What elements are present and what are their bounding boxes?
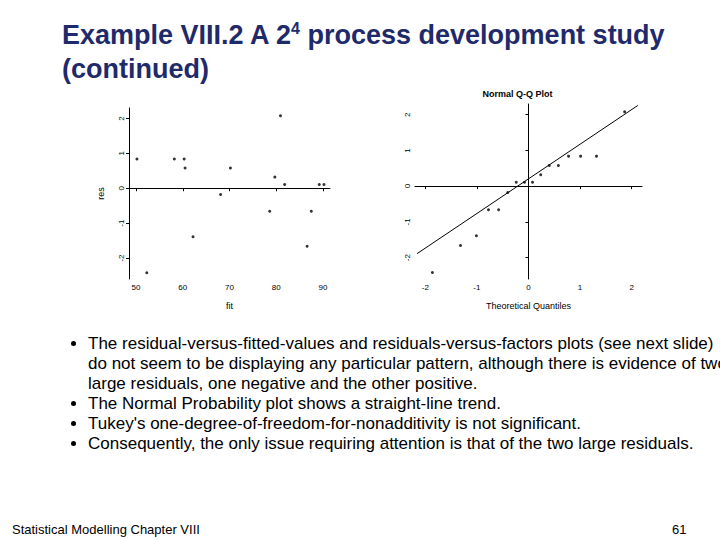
svg-text:1: 1 bbox=[117, 151, 126, 156]
svg-text:0: 0 bbox=[403, 183, 412, 188]
svg-text:0: 0 bbox=[526, 283, 531, 292]
svg-text:70: 70 bbox=[225, 283, 234, 292]
svg-text:fit: fit bbox=[226, 301, 234, 311]
svg-text:1: 1 bbox=[578, 283, 583, 292]
html-text:Consequently, the only issue r: Consequently, the only issue requiring a… bbox=[88, 434, 694, 453]
svg-text:-1: -1 bbox=[473, 283, 481, 292]
svg-text:2: 2 bbox=[403, 112, 412, 117]
svg-text:-1: -1 bbox=[117, 219, 126, 227]
svg-text:90: 90 bbox=[319, 283, 328, 292]
svg-text:res: res bbox=[96, 187, 106, 200]
html-text:Statistical Modelling Chapter: Statistical Modelling Chapter VIII bbox=[12, 522, 200, 537]
svg-text:Normal Q-Q Plot: Normal Q-Q Plot bbox=[482, 89, 552, 99]
html-text:The Normal Probability plot sh: The Normal Probability plot shows a stra… bbox=[88, 394, 501, 413]
svg-text:50: 50 bbox=[132, 283, 141, 292]
html-text:Tukey's one-degree-of-freedom-: Tukey's one-degree-of-freedom-for-nonadd… bbox=[88, 414, 581, 433]
svg-text:0: 0 bbox=[117, 185, 126, 190]
svg-text:-2: -2 bbox=[403, 253, 412, 261]
svg-text:2: 2 bbox=[117, 116, 126, 121]
html-text:Example VIII.2 A 2: Example VIII.2 A 2 bbox=[62, 20, 292, 50]
html-text:61: 61 bbox=[672, 522, 687, 537]
svg-text:60: 60 bbox=[178, 283, 187, 292]
svg-text:-2: -2 bbox=[117, 254, 126, 262]
svg-text:-1: -1 bbox=[403, 218, 412, 226]
svg-text:2: 2 bbox=[629, 283, 634, 292]
svg-text:80: 80 bbox=[272, 283, 281, 292]
svg-text:-2: -2 bbox=[422, 283, 430, 292]
html-text:4process development study (co: 4process development study (continued) bbox=[62, 20, 665, 84]
svg-text:1: 1 bbox=[403, 148, 412, 153]
svg-text:Theoretical Quantiles: Theoretical Quantiles bbox=[486, 301, 572, 311]
